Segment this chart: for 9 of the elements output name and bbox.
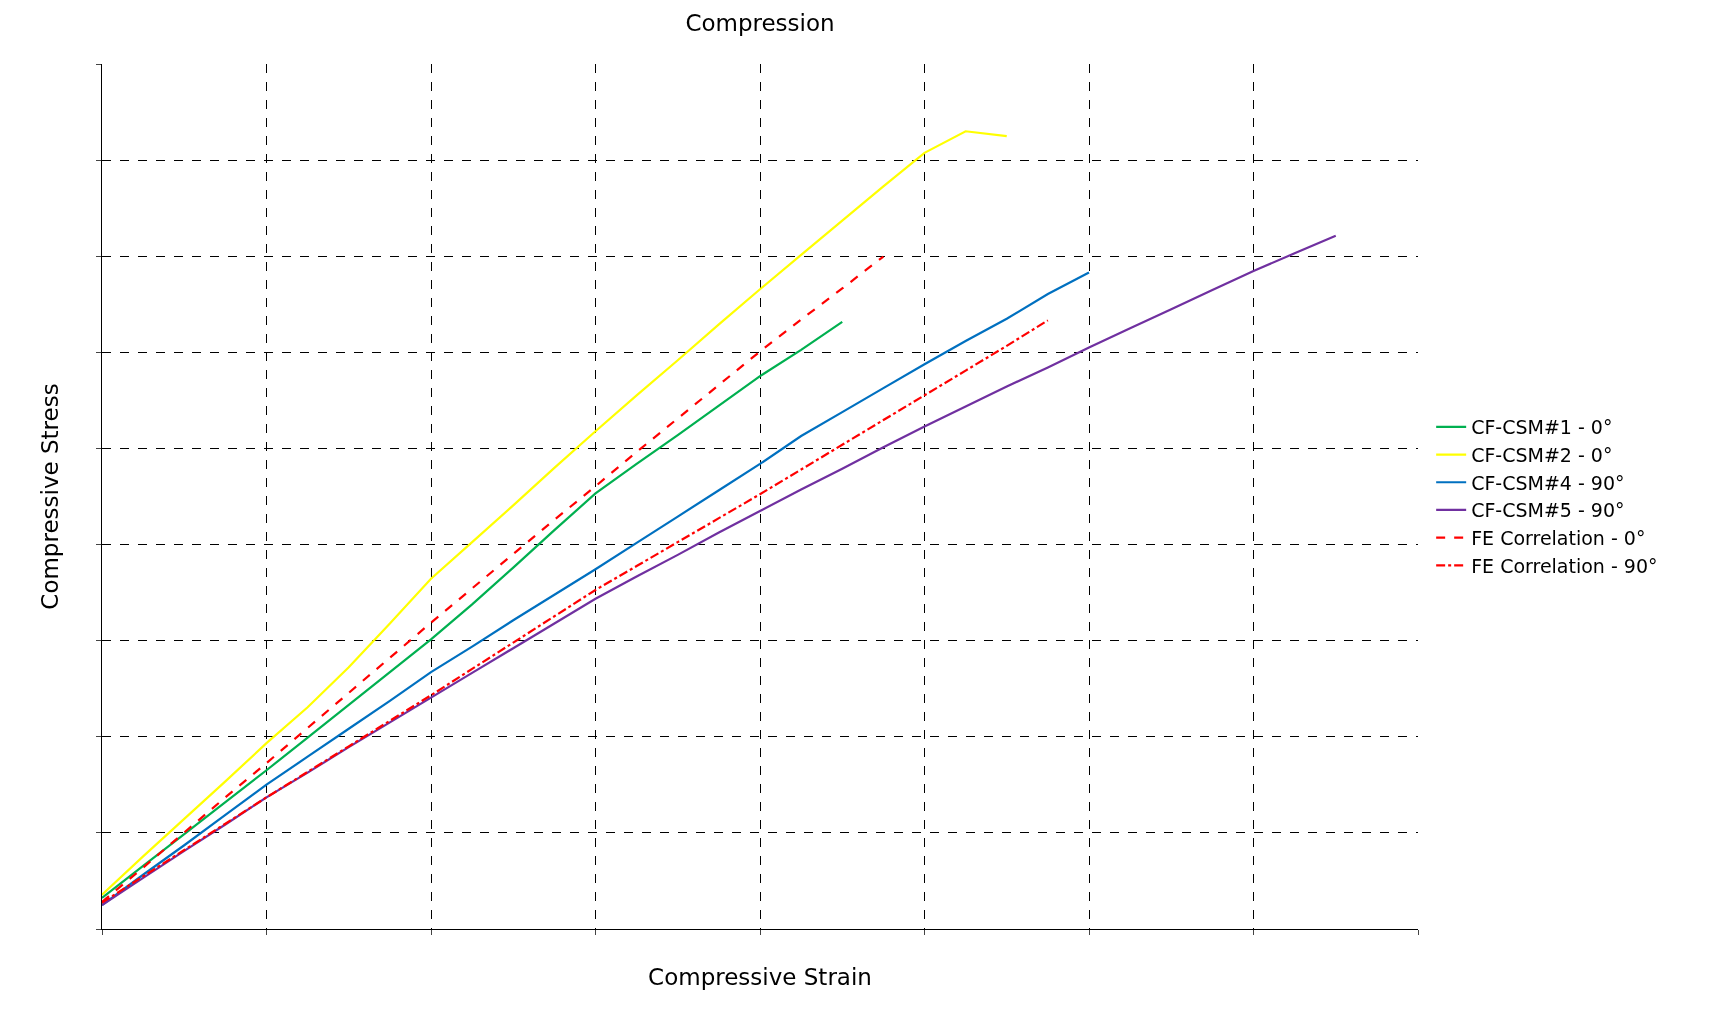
legend-label: CF-CSM#5 - 90°: [1471, 499, 1625, 522]
legend-label: FE Correlation - 0°: [1471, 527, 1646, 550]
legend-label: CF-CSM#1 - 0°: [1471, 416, 1613, 439]
chart-title: Compression: [685, 10, 835, 37]
legend-label: FE Correlation - 90°: [1471, 554, 1658, 577]
x-axis-title: Compressive Strain: [648, 963, 872, 990]
y-axis-title: Compressive Stress: [37, 383, 64, 610]
legend-label: CF-CSM#2 - 0°: [1471, 443, 1613, 466]
legend-label: CF-CSM#4 - 90°: [1471, 471, 1625, 494]
